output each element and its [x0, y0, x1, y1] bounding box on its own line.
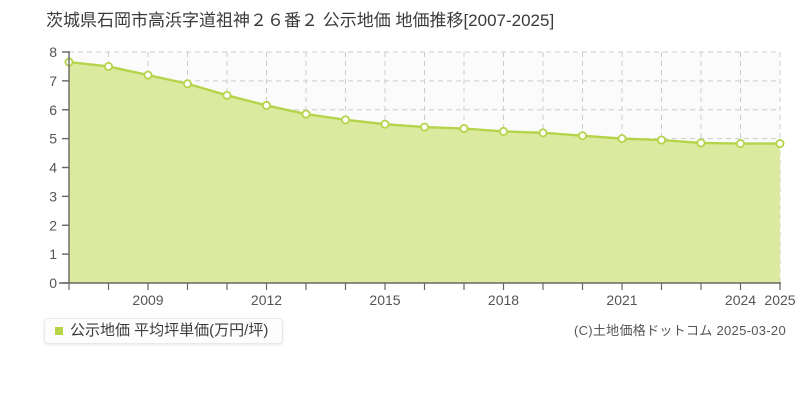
- data-point-marker[interactable]: [104, 61, 114, 71]
- data-point-marker[interactable]: [182, 79, 192, 89]
- y-axis-tick-label: 7: [49, 73, 57, 89]
- y-axis-tick-label: 2: [49, 217, 57, 233]
- data-point-marker[interactable]: [617, 134, 627, 144]
- data-point-marker[interactable]: [261, 100, 271, 110]
- y-axis-tick-label: 8: [49, 44, 57, 60]
- y-axis-tick-label: 0: [49, 275, 57, 291]
- data-point-marker[interactable]: [419, 122, 429, 132]
- legend-series-label: 公示地価 平均坪単価(万円/坪): [70, 322, 269, 339]
- legend-color-swatch-icon: [55, 327, 63, 335]
- x-axis-tick-label: 2009: [132, 292, 163, 308]
- data-point-marker[interactable]: [380, 119, 390, 129]
- copyright-credit: (C)土地価格ドットコム 2025-03-20: [573, 323, 786, 338]
- data-point-marker[interactable]: [657, 135, 667, 145]
- data-point-marker[interactable]: [222, 90, 232, 100]
- chart-legend: 公示地価 平均坪単価(万円/坪): [44, 318, 284, 344]
- data-point-marker[interactable]: [301, 109, 311, 119]
- x-axis-tick-label: 2015: [369, 292, 400, 308]
- data-point-marker[interactable]: [498, 126, 508, 136]
- data-point-marker[interactable]: [340, 115, 350, 125]
- data-point-marker[interactable]: [459, 124, 469, 134]
- y-axis-tick-label: 1: [49, 246, 57, 262]
- y-axis-tick-label: 5: [49, 131, 57, 147]
- x-axis-tick-label: 2024: [725, 292, 756, 308]
- series-area-fill: [69, 62, 780, 284]
- data-point-marker[interactable]: [736, 139, 746, 149]
- data-point-marker[interactable]: [696, 138, 706, 148]
- data-point-marker[interactable]: [775, 139, 785, 149]
- x-axis-tick-label: 2018: [488, 292, 519, 308]
- x-axis-tick-label: 2021: [606, 292, 637, 308]
- y-axis-tick-label: 3: [49, 188, 57, 204]
- y-axis-tick-label: 6: [49, 102, 57, 118]
- data-point-marker[interactable]: [143, 70, 153, 80]
- page-title: 茨城県石岡市高浜字道祖神２６番２ 公示地価 地価推移[2007-2025]: [46, 11, 555, 30]
- x-axis-tick-label: 2025: [764, 292, 795, 308]
- x-axis-tick-label: 2012: [251, 292, 282, 308]
- y-axis-tick-label: 4: [49, 160, 57, 176]
- data-point-marker[interactable]: [538, 128, 548, 138]
- data-point-marker[interactable]: [578, 131, 588, 141]
